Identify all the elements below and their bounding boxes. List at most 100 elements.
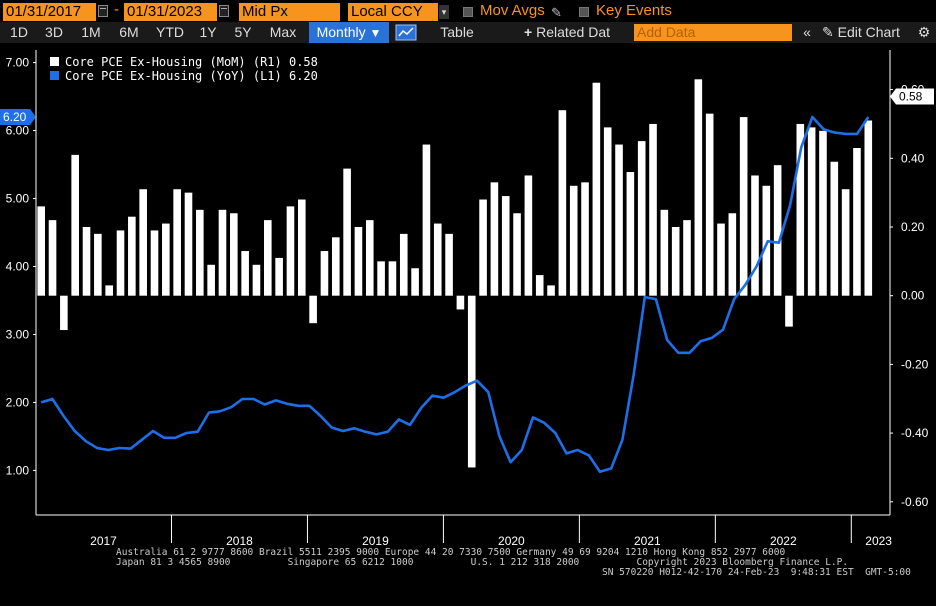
chart-svg: 7.006.005.004.003.002.001.000.600.400.20…: [0, 50, 934, 548]
left-last-value-text: 6.20: [3, 110, 27, 124]
mom-bar: [513, 213, 521, 296]
line-chart-toggle[interactable]: [393, 22, 419, 43]
mom-bar: [286, 206, 295, 296]
legend-swatch-blue: [50, 71, 59, 80]
mom-bar: [105, 285, 113, 296]
gear-icon[interactable]: ⚙: [917, 24, 931, 40]
mom-bar: [501, 196, 510, 296]
mom-bar: [218, 209, 227, 296]
top-toolbar: 01/31/2017 - 01/31/2023 Mid Px Local CCY…: [0, 0, 936, 22]
mom-bar: [388, 261, 397, 296]
mom-bar: [626, 172, 635, 296]
range-tab-1d[interactable]: 1D: [10, 24, 28, 40]
mov-avgs-label[interactable]: Mov Avgs: [480, 2, 545, 19]
start-date-field[interactable]: 01/31/2017: [3, 3, 96, 21]
mom-bar: [377, 261, 385, 296]
mom-bar: [671, 227, 680, 296]
currency-select[interactable]: Local CCY: [348, 3, 438, 21]
pencil-icon[interactable]: ✎: [551, 5, 562, 20]
right-tick-label: 0.20: [901, 220, 925, 234]
mom-bar: [275, 257, 283, 296]
mom-bar: [853, 147, 861, 296]
mom-bar: [354, 227, 363, 296]
legend-yoy-name: Core PCE Ex-Housing (YoY) (L1): [65, 69, 282, 83]
range-tab-1m[interactable]: 1M: [81, 24, 101, 40]
mom-bar: [717, 223, 725, 296]
left-tick-label: 6.00: [6, 124, 30, 138]
price-field-select[interactable]: Mid Px: [239, 3, 340, 21]
calendar-icon[interactable]: [98, 5, 108, 17]
mom-bar: [649, 123, 657, 296]
plus-icon: +: [524, 24, 537, 40]
double-chevron-left-icon[interactable]: «: [803, 24, 811, 40]
mom-bar: [82, 227, 91, 296]
legend-mom-value: 0.58: [288, 55, 318, 69]
legend-yoy-value: 6.20: [288, 69, 318, 83]
mom-bar: [592, 82, 601, 296]
chevron-down-icon[interactable]: ▾: [439, 5, 449, 19]
mom-bar: [48, 220, 57, 296]
pencil-icon: ✎: [822, 24, 838, 40]
triangle-down-icon: ▼: [369, 26, 382, 40]
x-tick-label: 2019: [362, 534, 389, 548]
left-tick-label: 5.00: [6, 192, 30, 206]
chart-area: 7.006.005.004.003.002.001.000.600.400.20…: [0, 43, 936, 601]
range-tab-3d[interactable]: 3D: [45, 24, 63, 40]
date-range-dash: -: [114, 1, 119, 18]
table-button[interactable]: Table: [440, 24, 474, 40]
mom-bar: [196, 209, 204, 296]
mom-bar: [343, 168, 351, 296]
mom-bar: [297, 199, 306, 296]
mom-bar: [264, 220, 272, 296]
mom-bar: [683, 220, 691, 296]
x-tick-label: 2017: [90, 534, 117, 548]
range-tab-1y[interactable]: 1Y: [199, 24, 217, 40]
mom-bar: [365, 220, 374, 296]
range-tab-max[interactable]: Max: [269, 24, 297, 40]
legend-entry-yoy: Core PCE Ex-Housing (YoY) (L1) 6.20: [50, 69, 318, 83]
frequency-label: Monthly: [316, 24, 366, 40]
related-data-label: Related Dat: [536, 24, 611, 40]
right-tick-label: -0.60: [901, 495, 929, 509]
edit-chart-button[interactable]: ✎ Edit Chart: [822, 22, 910, 43]
related-data-button[interactable]: + Related Dat: [524, 22, 632, 43]
edit-chart-label: Edit Chart: [837, 24, 900, 40]
frequency-select[interactable]: Monthly ▼: [309, 22, 389, 43]
x-tick-label: 2023: [865, 534, 892, 548]
x-tick-label: 2020: [498, 534, 525, 548]
left-last-value-tag: [0, 108, 36, 125]
range-tab-5y[interactable]: 5Y: [234, 24, 252, 40]
mom-bar: [535, 275, 544, 296]
mom-bar: [603, 127, 612, 296]
mom-bar: [864, 120, 873, 296]
range-tab-ytd[interactable]: YTD: [156, 24, 184, 40]
key-events-checkbox[interactable]: [579, 7, 589, 17]
right-tick-label: 0.00: [901, 289, 925, 303]
add-data-input[interactable]: Add Data: [634, 24, 792, 41]
mom-bar: [637, 141, 646, 296]
mom-bar: [728, 213, 737, 296]
mom-bar: [819, 130, 827, 296]
mom-bar: [230, 213, 238, 296]
mom-bar: [807, 127, 816, 296]
mom-bar: [705, 113, 714, 296]
mom-bar: [60, 295, 68, 331]
mom-bar: [320, 251, 329, 296]
mom-bar: [150, 230, 159, 296]
key-events-label[interactable]: Key Events: [596, 2, 672, 19]
mom-bar: [569, 185, 578, 296]
mom-bar: [581, 182, 589, 296]
mom-bar: [524, 175, 533, 296]
end-date-field[interactable]: 01/31/2023: [124, 3, 217, 21]
yoy-line: [40, 115, 870, 474]
calendar-icon[interactable]: [219, 5, 229, 17]
mom-bar: [547, 285, 555, 296]
legend-mom-name: Core PCE Ex-Housing (MoM) (R1): [65, 55, 282, 69]
mom-bar: [445, 233, 453, 296]
legend-swatch-white: [50, 57, 59, 66]
left-tick-label: 4.00: [6, 259, 30, 273]
mov-avgs-checkbox[interactable]: [463, 7, 473, 17]
range-tab-6m[interactable]: 6M: [119, 24, 139, 40]
footer-line-1: Australia 61 2 9777 8600 Brazil 5511 239…: [116, 547, 786, 558]
mom-bar: [796, 123, 805, 296]
